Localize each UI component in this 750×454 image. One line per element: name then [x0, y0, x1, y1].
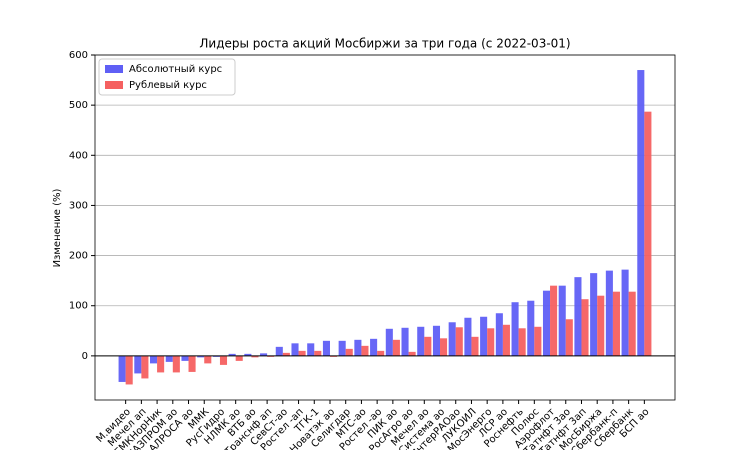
bar: [125, 355, 133, 385]
bar: [385, 328, 393, 356]
bar: [480, 316, 488, 356]
bar: [275, 346, 283, 356]
bar: [448, 322, 456, 356]
y-tick-label: 600: [69, 50, 88, 61]
bar: [401, 327, 409, 356]
chart-title: Лидеры роста акций Мосбиржи за три года …: [199, 37, 570, 51]
bar: [314, 350, 322, 356]
bar: [165, 355, 173, 362]
bar: [612, 291, 620, 356]
legend-label: Абсолютный курс: [129, 64, 222, 75]
bar: [558, 285, 566, 356]
bar: [377, 350, 385, 356]
bar: [550, 285, 558, 356]
bar: [134, 355, 142, 374]
bar: [228, 353, 236, 356]
bar: [204, 355, 212, 364]
y-tick-label: 500: [69, 100, 88, 111]
bar: [597, 295, 605, 356]
legend-label: Рублевый курс: [129, 80, 207, 91]
bar: [291, 343, 299, 356]
bar: [432, 325, 441, 356]
y-axis-label: Изменение (%): [52, 188, 63, 267]
bar: [455, 327, 463, 356]
bar: [298, 350, 306, 356]
bar: [141, 355, 149, 379]
legend-box: [98, 58, 236, 96]
bar: [188, 355, 196, 372]
bar: [440, 338, 448, 356]
bar: [181, 355, 189, 361]
bar: [471, 336, 479, 356]
bar: [534, 326, 542, 356]
bar: [408, 351, 416, 356]
bar: [172, 355, 180, 373]
y-tick-label: 0: [82, 351, 88, 362]
bar: [621, 269, 629, 356]
bar: [417, 326, 425, 356]
bar: [628, 291, 636, 356]
bar: [307, 343, 315, 356]
bar: [322, 340, 330, 356]
bar: [244, 353, 252, 356]
bar: [345, 348, 353, 356]
bar: [605, 270, 613, 356]
bar: [118, 355, 126, 382]
legend-swatch: [105, 65, 123, 73]
bar: [542, 290, 551, 356]
bar: [511, 302, 519, 356]
bar: [527, 300, 535, 356]
bar: [487, 328, 495, 356]
bar: [329, 355, 338, 357]
bar: [424, 336, 432, 356]
y-tick-label: 300: [69, 200, 88, 211]
bar: [251, 355, 259, 358]
bar: [282, 352, 290, 356]
bar: [370, 338, 378, 356]
legend-swatch: [105, 81, 123, 89]
plot-frame: [94, 54, 676, 401]
bar: [361, 345, 369, 356]
bar: [212, 355, 220, 357]
bar: [338, 340, 346, 356]
y-tick-label: 200: [69, 251, 88, 262]
bar: [518, 328, 526, 356]
bar: [502, 324, 510, 356]
bar: [157, 355, 165, 373]
bar: [581, 299, 589, 356]
y-tick-label: 400: [69, 150, 88, 161]
bar: [267, 355, 275, 357]
bar: [590, 273, 598, 356]
bar: [574, 277, 582, 356]
bar: [644, 111, 652, 356]
bar: [392, 339, 400, 356]
bar: [464, 317, 472, 356]
bar: [495, 313, 503, 356]
bar: [219, 355, 228, 365]
bar: [235, 355, 243, 361]
bar: [565, 319, 573, 356]
bar: [260, 353, 268, 356]
bar: [354, 339, 362, 356]
bar: [197, 355, 205, 358]
bar: [150, 355, 158, 364]
y-tick-label: 100: [69, 301, 88, 312]
bar: [637, 70, 645, 356]
